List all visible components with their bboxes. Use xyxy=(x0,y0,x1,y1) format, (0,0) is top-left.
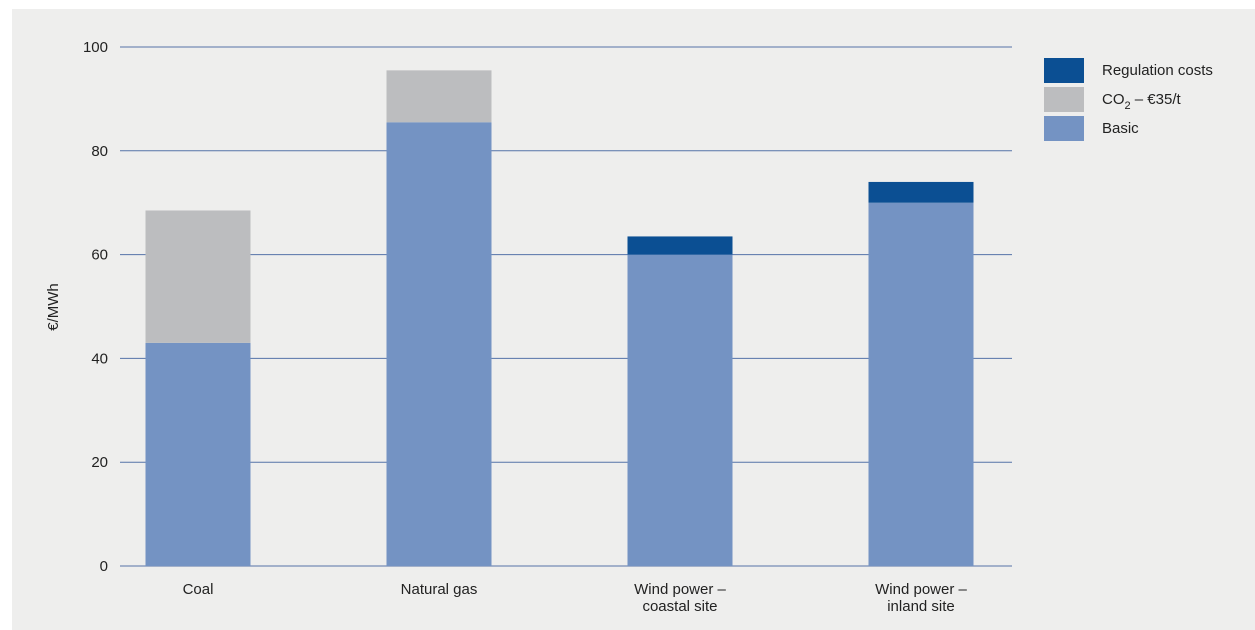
chart-panel: 0 20 40 60 80 100 Coal Natural gas Wind power –… xyxy=(12,9,1255,630)
category-label: coastal site xyxy=(642,598,717,615)
legend-label-main: CO xyxy=(1102,91,1125,108)
category-label: Wind power – xyxy=(875,581,967,598)
bar-segment xyxy=(386,70,492,123)
bar-segment xyxy=(627,254,733,566)
gridlines xyxy=(120,46,1012,567)
legend: Regulation costs CO2 – €35/t Basic xyxy=(1044,58,1213,141)
bar-segment xyxy=(145,210,251,343)
y-tick-label: 100 xyxy=(83,39,108,56)
category-label: Coal xyxy=(183,581,214,598)
legend-label: CO2 – €35/t xyxy=(1102,91,1181,112)
legend-label: Basic xyxy=(1102,120,1139,137)
legend-swatch xyxy=(1044,116,1084,141)
y-tick-label: 40 xyxy=(91,350,108,367)
bars xyxy=(145,70,974,566)
bar-segment xyxy=(386,122,492,566)
legend-label-subscript: 2 xyxy=(1125,100,1131,112)
legend-swatch xyxy=(1044,58,1084,83)
bar-segment xyxy=(868,202,974,566)
y-tick-label: 60 xyxy=(91,247,108,264)
bar-segment xyxy=(145,342,251,566)
bar-chart: 0 20 40 60 80 100 Coal Natural gas Wind power –… xyxy=(45,39,1213,615)
y-tick-labels: 0 20 40 60 80 100 xyxy=(83,39,108,575)
y-tick-label: 80 xyxy=(91,143,108,160)
category-label: Wind power – xyxy=(634,581,726,598)
y-axis-label: €/MWh xyxy=(45,283,62,331)
category-labels: Coal Natural gas Wind power –coastal siteW… xyxy=(183,581,968,615)
y-tick-label: 0 xyxy=(100,558,108,575)
legend-label: Regulation costs xyxy=(1102,62,1213,79)
bar-segment xyxy=(868,181,974,203)
legend-label-rest: – €35/t xyxy=(1131,91,1182,108)
legend-swatch xyxy=(1044,87,1084,112)
category-label: inland site xyxy=(887,598,955,615)
category-label: Natural gas xyxy=(401,581,478,598)
bar-segment xyxy=(627,236,733,255)
y-tick-label: 20 xyxy=(91,454,108,471)
